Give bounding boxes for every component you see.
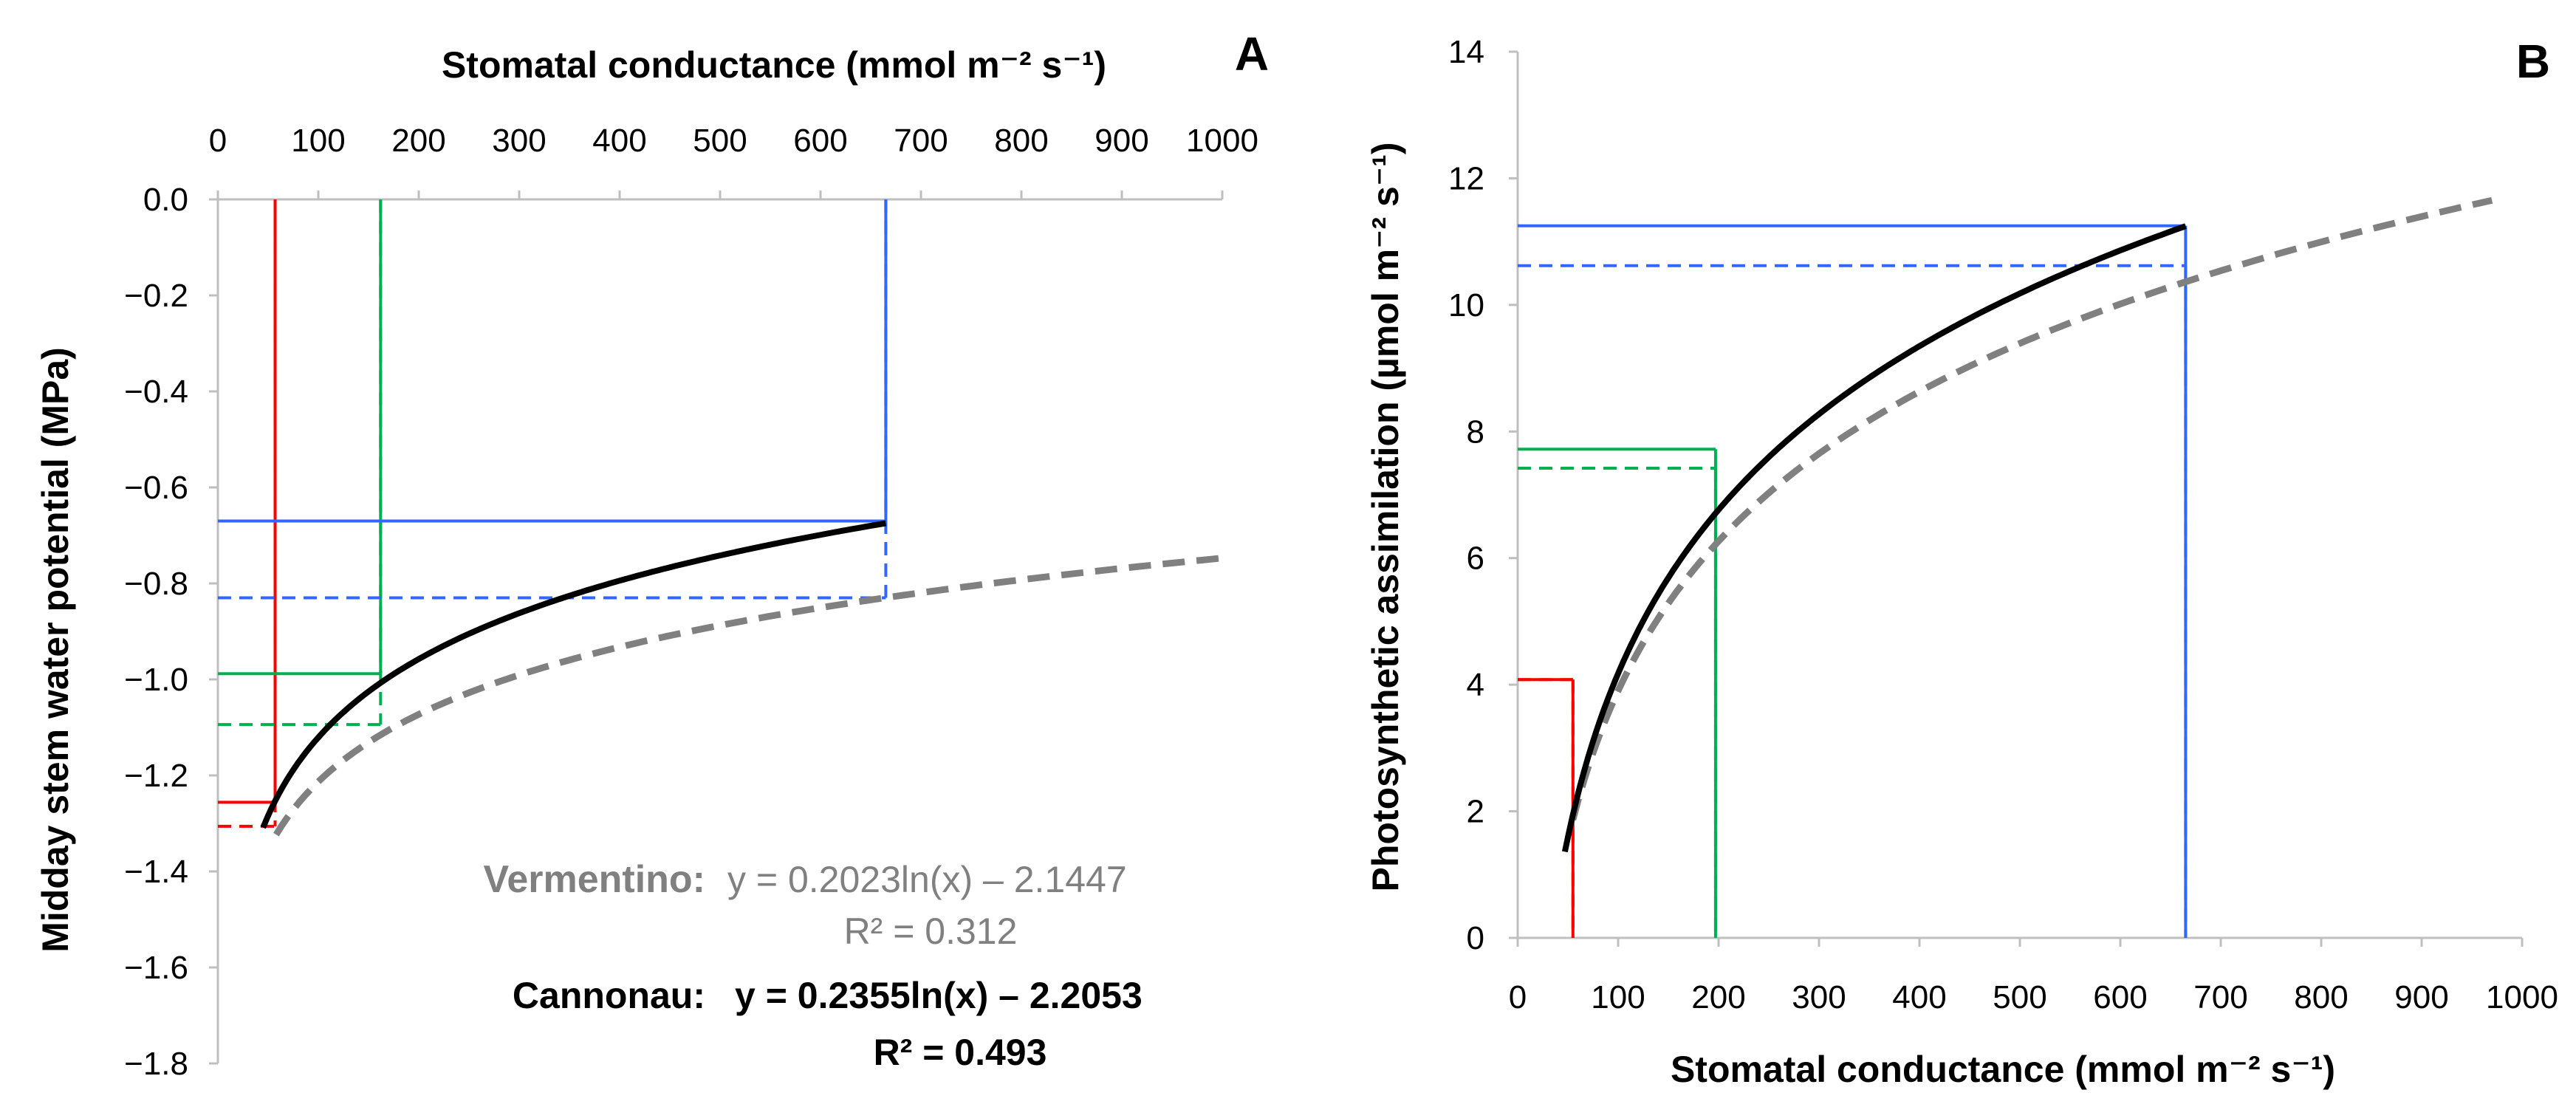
panel-b: B Stomatal conductance (mmol m⁻² s⁻¹) Ph… (1365, 34, 2558, 1090)
b-x-tick-label: 0 (1509, 979, 1527, 1015)
a-x-tick-label: 100 (291, 123, 345, 159)
b-y-tick-label: 14 (1448, 34, 1484, 70)
b-y-tick-label: 6 (1467, 541, 1484, 577)
panel-a-reference-lines (218, 199, 888, 828)
panel-a-curves (260, 520, 1223, 837)
panel-b-x-axis-title: Stomatal conductance (mmol m⁻² s⁻¹) (1671, 1049, 2335, 1090)
b-y-tick-label: 10 (1448, 287, 1484, 323)
b-y-tick-label: 8 (1467, 414, 1484, 450)
b-x-tick-label: 1000 (2486, 979, 2558, 1015)
vermentino-equation: y = 0.2023ln(x) – 2.1447 (727, 859, 1127, 900)
a-x-tick-label: 0 (209, 123, 227, 159)
a-y-tick-label: −1.2 (124, 758, 188, 794)
a-x-tick-label: 1000 (1186, 123, 1258, 159)
vermentino-label: Vermentino: (484, 858, 706, 901)
a-y-tick-label: −0.2 (124, 278, 188, 314)
panel-a-equations: Vermentino: y = 0.2023ln(x) – 2.1447 R² … (484, 858, 1143, 1073)
b-x-tick-label: 300 (1792, 979, 1846, 1015)
panel-b-y-axis-title: Photosynthetic assimilation (µmol m⁻² s⁻… (1365, 142, 1406, 891)
vermentino-r2: R² = 0.312 (844, 911, 1018, 952)
a-x-tick-label: 200 (391, 123, 445, 159)
panel-a-letter: A (1235, 27, 1269, 80)
a-y-tick-label: −0.6 (124, 470, 188, 506)
panel-b-reference-lines (1518, 224, 2188, 938)
panel-b-ticks: 0 100 200 300 400 500 600 700 800 900 1000 0 2 4 6 8 10 1… (1448, 34, 2558, 1015)
b-x-tick-label: 700 (2193, 979, 2247, 1015)
panel-a-ticks: 0 100 200 300 400 500 600 700 800 900 1000 0.0 −0.2 −… (124, 123, 1258, 1082)
b-curve-cannonau (1561, 223, 2187, 853)
a-y-tick-label: −1.4 (124, 854, 188, 890)
cannonau-equation: y = 0.2355ln(x) – 2.2053 (735, 975, 1143, 1016)
b-y-tick-label: 4 (1467, 667, 1484, 703)
b-x-tick-label: 100 (1591, 979, 1645, 1015)
b-y-tick-label: 2 (1467, 794, 1484, 830)
a-x-tick-label: 800 (994, 123, 1048, 159)
cannonau-label: Cannonau: (513, 975, 705, 1016)
cannonau-r2: R² = 0.493 (874, 1032, 1047, 1073)
b-x-tick-label: 800 (2294, 979, 2348, 1015)
b-x-tick-label: 900 (2394, 979, 2448, 1015)
a-y-tick-label: −0.4 (124, 374, 188, 410)
panel-b-letter: B (2516, 35, 2550, 88)
b-x-tick-label: 400 (1892, 979, 1946, 1015)
panel-b-curves (1561, 196, 2493, 853)
a-y-tick-label: 0.0 (143, 182, 188, 218)
b-y-tick-label: 12 (1448, 160, 1484, 196)
a-x-tick-label: 600 (793, 123, 847, 159)
b-curve-vermentino (1569, 196, 2493, 821)
a-curve-vermentino (273, 555, 1223, 837)
a-x-tick-label: 400 (592, 123, 646, 159)
a-y-tick-label: −1.8 (124, 1046, 188, 1082)
a-x-tick-label: 700 (894, 123, 948, 159)
a-y-tick-label: −0.8 (124, 566, 188, 602)
b-x-tick-label: 600 (2093, 979, 2147, 1015)
a-x-tick-label: 500 (693, 123, 747, 159)
panel-a: A Stomatal conductance (mmol m⁻² s⁻¹) Mi… (35, 27, 1269, 1082)
panel-a-y-axis-title: Midday stem water potential (MPa) (35, 347, 76, 953)
b-y-tick-label: 0 (1467, 920, 1484, 956)
b-x-tick-label: 500 (1993, 979, 2046, 1015)
panel-a-x-axis-title: Stomatal conductance (mmol m⁻² s⁻¹) (442, 44, 1106, 86)
a-curve-cannonau (260, 520, 887, 829)
a-y-tick-label: −1.0 (124, 662, 188, 698)
a-y-tick-label: −1.6 (124, 950, 188, 986)
a-x-tick-label: 300 (492, 123, 546, 159)
b-x-tick-label: 200 (1691, 979, 1745, 1015)
a-x-tick-label: 900 (1095, 123, 1148, 159)
